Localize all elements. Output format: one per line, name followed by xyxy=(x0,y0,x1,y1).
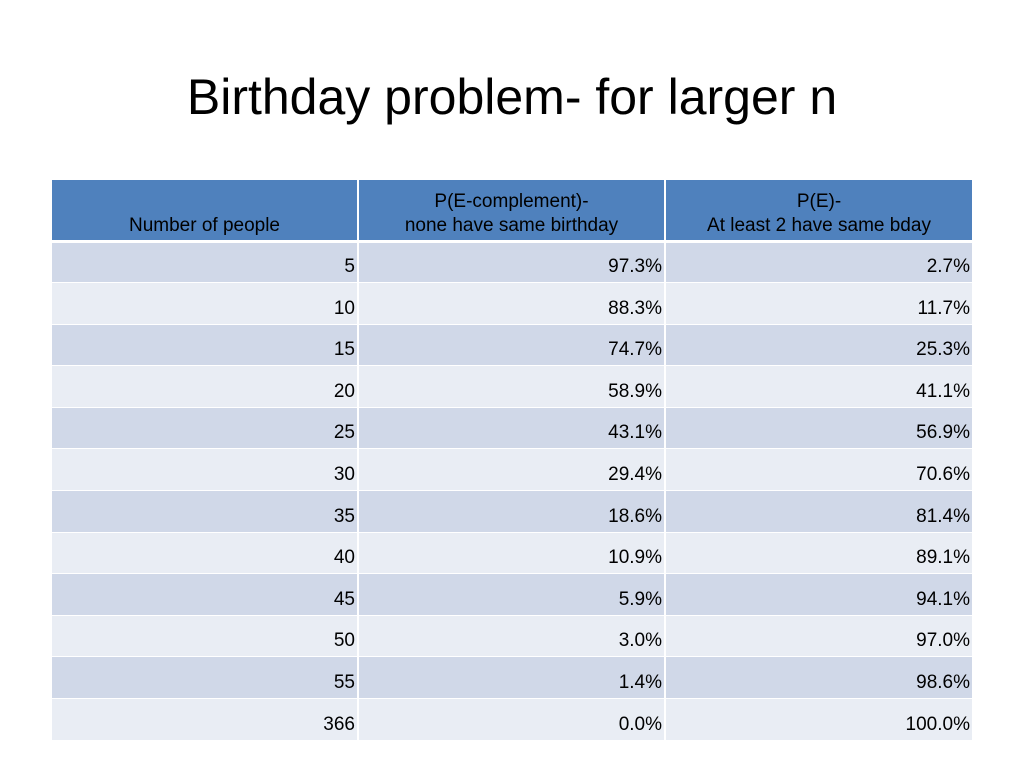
cell-p-none-same: 18.6% xyxy=(358,490,666,533)
header-p-e: P(E)- At least 2 have same bday xyxy=(665,180,972,243)
table-row: 30 29.4% 70.6% xyxy=(52,448,972,492)
cell-number-of-people: 25 xyxy=(52,407,359,450)
cell-p-none-same: 58.9% xyxy=(358,365,666,408)
table-row: 35 18.6% 81.4% xyxy=(52,490,972,533)
cell-p-at-least-two: 89.1% xyxy=(665,532,972,575)
cell-p-none-same: 74.7% xyxy=(358,324,666,367)
cell-p-at-least-two: 11.7% xyxy=(665,282,972,325)
header-line-2: At least 2 have same bday xyxy=(707,214,931,236)
table-row: 10 88.3% 11.7% xyxy=(52,282,972,325)
cell-p-at-least-two: 100.0% xyxy=(665,698,972,741)
table-header-row: Number of people P(E-complement)- none h… xyxy=(52,180,972,243)
slide-title: Birthday problem- for larger n xyxy=(186,69,838,125)
cell-number-of-people: 15 xyxy=(52,324,359,367)
table-row: 45 5.9% 94.1% xyxy=(52,573,972,616)
cell-number-of-people: 5 xyxy=(52,241,359,284)
cell-p-none-same: 1.4% xyxy=(358,656,666,700)
cell-p-at-least-two: 70.6% xyxy=(665,448,972,492)
table-body: 5 97.3% 2.7% 10 88.3% 11.7% 15 74.7% 25.3% 20 58.9… xyxy=(52,241,972,741)
table-row: 366 0.0% 100.0% xyxy=(52,698,972,741)
header-number-of-people: Number of people xyxy=(52,180,359,243)
cell-number-of-people: 35 xyxy=(52,490,359,533)
cell-p-at-least-two: 56.9% xyxy=(665,407,972,450)
cell-number-of-people: 30 xyxy=(52,448,359,492)
cell-p-none-same: 97.3% xyxy=(358,241,666,284)
cell-p-none-same: 5.9% xyxy=(358,573,666,616)
table-row: 55 1.4% 98.6% xyxy=(52,656,972,700)
cell-p-at-least-two: 97.0% xyxy=(665,615,972,658)
probability-table: Number of people P(E-complement)- none h… xyxy=(52,180,972,741)
cell-p-at-least-two: 98.6% xyxy=(665,656,972,700)
table-row: 50 3.0% 97.0% xyxy=(52,615,972,658)
cell-p-none-same: 29.4% xyxy=(358,448,666,492)
table-row: 15 74.7% 25.3% xyxy=(52,324,972,367)
cell-p-at-least-two: 25.3% xyxy=(665,324,972,367)
cell-p-none-same: 3.0% xyxy=(358,615,666,658)
cell-p-at-least-two: 94.1% xyxy=(665,573,972,616)
cell-number-of-people: 10 xyxy=(52,282,359,325)
cell-number-of-people: 45 xyxy=(52,573,359,616)
cell-number-of-people: 50 xyxy=(52,615,359,658)
cell-p-at-least-two: 81.4% xyxy=(665,490,972,533)
cell-p-at-least-two: 2.7% xyxy=(665,241,972,284)
table-row: 25 43.1% 56.9% xyxy=(52,407,972,450)
cell-p-none-same: 0.0% xyxy=(358,698,666,741)
header-line-1: P(E)- xyxy=(796,190,842,212)
table-row: 20 58.9% 41.1% xyxy=(52,365,972,408)
cell-number-of-people: 55 xyxy=(52,656,359,700)
probability-table-container: Number of people P(E-complement)- none h… xyxy=(52,180,972,741)
cell-p-none-same: 10.9% xyxy=(358,532,666,575)
cell-p-none-same: 88.3% xyxy=(358,282,666,325)
table-row: 40 10.9% 89.1% xyxy=(52,532,972,575)
header-p-e-complement: P(E-complement)- none have same birthday xyxy=(358,180,666,243)
cell-p-none-same: 43.1% xyxy=(358,407,666,450)
cell-number-of-people: 20 xyxy=(52,365,359,408)
header-line-1: P(E-complement)- xyxy=(434,190,589,212)
cell-number-of-people: 366 xyxy=(52,698,359,741)
cell-p-at-least-two: 41.1% xyxy=(665,365,972,408)
header-line-2: Number of people xyxy=(128,214,281,236)
table-row: 5 97.3% 2.7% xyxy=(52,241,972,284)
cell-number-of-people: 40 xyxy=(52,532,359,575)
header-line-2: none have same birthday xyxy=(404,214,619,236)
